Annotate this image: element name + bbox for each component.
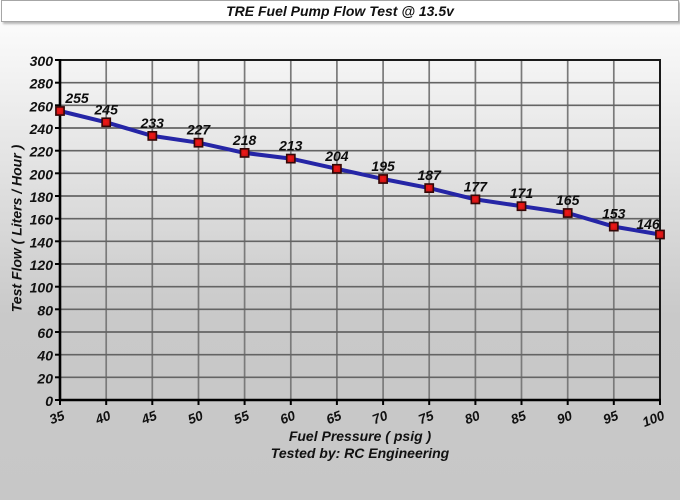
svg-text:218: 218	[232, 132, 257, 148]
svg-text:255: 255	[64, 90, 89, 106]
svg-text:35: 35	[47, 408, 67, 428]
svg-text:60: 60	[37, 325, 53, 341]
svg-text:75: 75	[416, 408, 436, 428]
svg-text:40: 40	[92, 408, 113, 428]
svg-text:153: 153	[602, 206, 626, 222]
svg-text:227: 227	[186, 122, 212, 138]
svg-text:50: 50	[186, 408, 206, 428]
svg-text:80: 80	[37, 302, 53, 318]
svg-text:95: 95	[601, 408, 621, 428]
svg-text:60: 60	[278, 408, 298, 428]
svg-text:245: 245	[94, 101, 119, 117]
svg-text:177: 177	[464, 178, 489, 194]
svg-text:100: 100	[30, 280, 54, 296]
svg-text:240: 240	[29, 121, 54, 137]
svg-text:213: 213	[278, 138, 303, 154]
svg-text:280: 280	[29, 76, 54, 92]
svg-text:85: 85	[509, 408, 529, 428]
svg-text:171: 171	[510, 185, 534, 201]
svg-text:187: 187	[418, 167, 443, 183]
svg-text:200: 200	[29, 166, 54, 182]
svg-text:Tested by: RC Engineering: Tested by: RC Engineering	[271, 445, 450, 461]
svg-text:204: 204	[324, 148, 349, 164]
svg-text:80: 80	[463, 408, 483, 428]
svg-text:20: 20	[36, 370, 53, 386]
svg-text:70: 70	[370, 408, 390, 428]
svg-text:120: 120	[30, 257, 54, 273]
svg-text:195: 195	[371, 158, 395, 174]
svg-text:260: 260	[29, 98, 54, 114]
svg-text:90: 90	[555, 408, 575, 428]
svg-text:45: 45	[139, 408, 160, 428]
svg-text:146: 146	[636, 216, 660, 232]
svg-text:220: 220	[29, 144, 54, 160]
svg-text:300: 300	[30, 53, 54, 69]
svg-text:160: 160	[30, 212, 54, 228]
svg-text:Test Flow ( Liters / Hour ): Test Flow ( Liters / Hour )	[9, 144, 25, 312]
svg-text:180: 180	[30, 189, 54, 205]
svg-text:Fuel Pressure ( psig ): Fuel Pressure ( psig )	[289, 428, 432, 444]
svg-text:165: 165	[556, 192, 580, 208]
svg-text:233: 233	[140, 115, 165, 131]
svg-text:40: 40	[36, 348, 53, 364]
svg-text:55: 55	[232, 408, 252, 428]
svg-text:65: 65	[324, 408, 344, 428]
svg-text:140: 140	[30, 234, 54, 250]
svg-text:100: 100	[640, 408, 667, 430]
svg-text:0: 0	[45, 393, 53, 409]
